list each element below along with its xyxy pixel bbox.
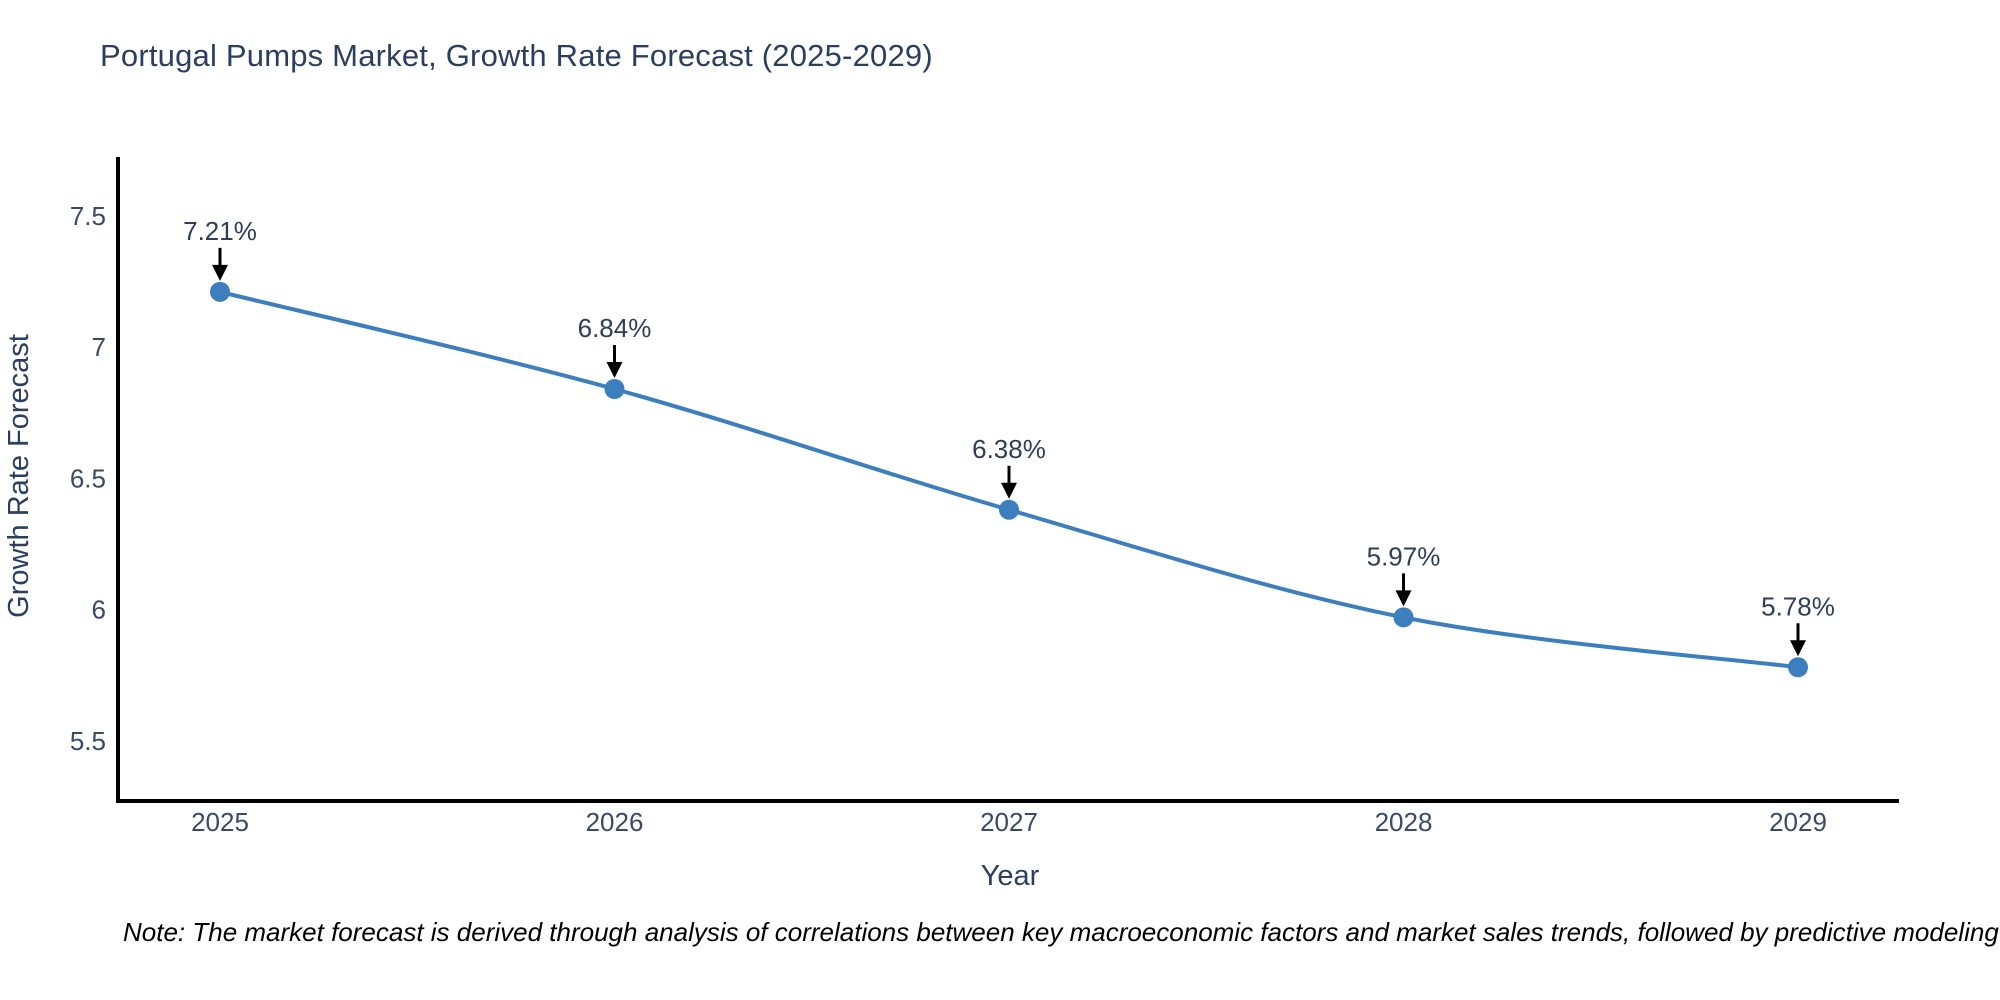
annotation-arrowhead bbox=[1395, 590, 1412, 607]
y-axis-title: Growth Rate Forecast bbox=[3, 334, 35, 618]
data-point-marker bbox=[604, 379, 625, 399]
footnote: Note: The market forecast is derived thr… bbox=[123, 917, 2000, 947]
x-tick-labels: 2025 2026 2027 2028 2029 bbox=[191, 807, 1827, 837]
x-tick-label: 2027 bbox=[980, 807, 1038, 837]
annotation-arrowhead bbox=[212, 264, 228, 281]
y-tick-label: 6.5 bbox=[70, 463, 106, 493]
y-tick-label: 6 bbox=[92, 595, 106, 625]
x-tick-label: 2029 bbox=[1769, 807, 1827, 837]
chart-title: Portugal Pumps Market, Growth Rate Forec… bbox=[100, 38, 933, 73]
annotation-arrowhead bbox=[1790, 640, 1806, 657]
annotation-arrowhead bbox=[606, 362, 623, 378]
y-tick-label: 5.5 bbox=[70, 726, 106, 756]
x-tick-label: 2028 bbox=[1375, 807, 1433, 837]
data-point-markers bbox=[210, 281, 1808, 678]
data-point-marker bbox=[999, 499, 1019, 520]
data-point-marker bbox=[1788, 657, 1808, 678]
point-annotations: 7.21% 6.84% 6.38% 5.97% 5.78% bbox=[183, 216, 1835, 657]
x-axis-title: Year bbox=[981, 860, 1040, 892]
data-point-marker bbox=[1393, 607, 1414, 628]
x-tick-label: 2025 bbox=[191, 807, 249, 837]
annotation-label: 6.38% bbox=[972, 434, 1046, 464]
y-tick-label: 7 bbox=[92, 332, 106, 362]
y-tick-label: 7.5 bbox=[70, 201, 106, 231]
annotation-label: 5.97% bbox=[1367, 541, 1441, 571]
data-point-marker bbox=[210, 281, 230, 302]
annotation-label: 6.84% bbox=[578, 313, 652, 343]
annotation-arrowhead bbox=[1001, 482, 1017, 499]
annotation-label: 5.78% bbox=[1761, 591, 1835, 621]
y-tick-labels: 7.5 7 6.5 6 5.5 bbox=[70, 201, 106, 756]
x-tick-label: 2026 bbox=[586, 807, 644, 837]
annotation-label: 7.21% bbox=[183, 216, 257, 246]
